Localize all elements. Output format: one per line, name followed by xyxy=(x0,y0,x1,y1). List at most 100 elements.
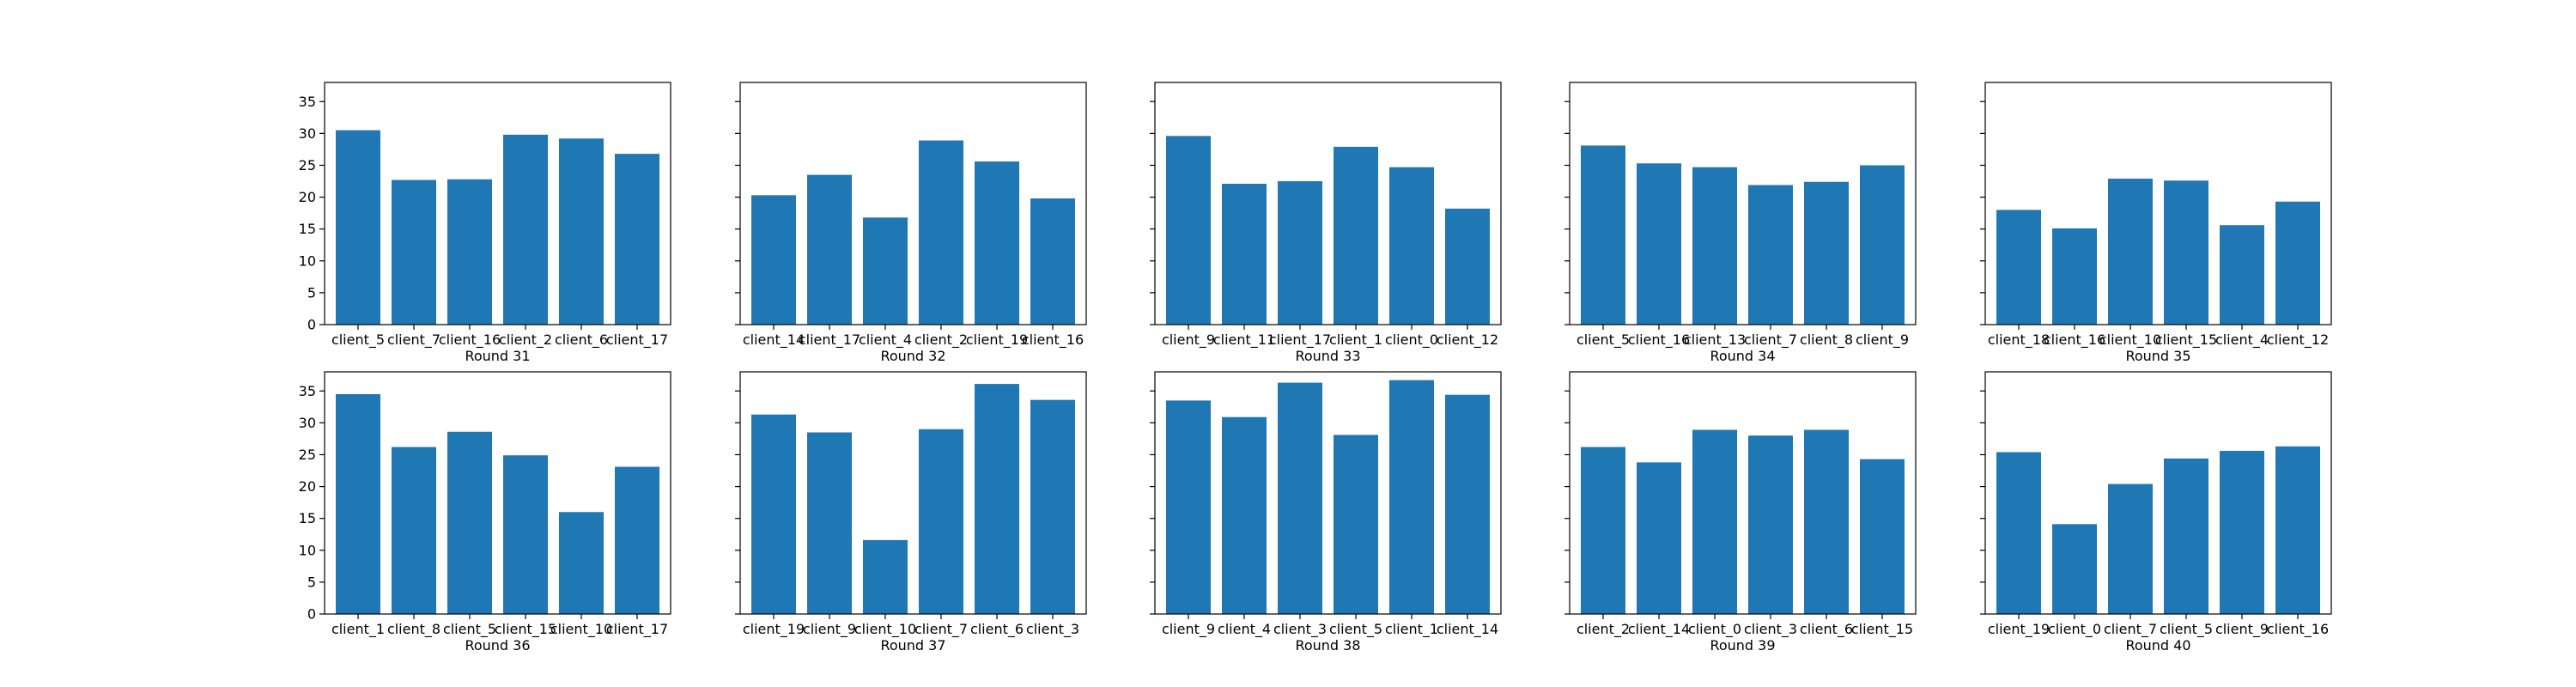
bar-client_8 xyxy=(1804,181,1849,325)
x-axis-label: Round 34 xyxy=(1710,348,1775,364)
x-tick-label: client_8 xyxy=(1800,331,1853,349)
bar-client_3 xyxy=(1278,382,1322,614)
y-tick-label: 10 xyxy=(299,252,316,269)
y-tick-label: 15 xyxy=(299,510,316,526)
x-tick-label: client_2 xyxy=(914,331,968,349)
x-tick-label: client_6 xyxy=(970,621,1024,638)
y-tick-label: 30 xyxy=(299,415,316,431)
y-tick-label: 35 xyxy=(299,383,316,399)
y-tick-label: 5 xyxy=(307,284,316,301)
y-tick-label: 20 xyxy=(299,189,316,205)
x-tick-label: client_14 xyxy=(1628,621,1690,638)
axes-frame xyxy=(739,82,1087,325)
bar-client_11 xyxy=(1222,183,1267,325)
bar-client_4 xyxy=(1222,416,1267,614)
x-tick-label: client_19 xyxy=(743,621,805,638)
bar-client_19 xyxy=(751,414,796,614)
bar-client_16 xyxy=(1637,163,1681,325)
x-tick-label: client_10 xyxy=(550,621,612,638)
y-tick-label: 10 xyxy=(299,542,316,558)
y-tick-label: 25 xyxy=(299,447,316,463)
x-tick-label: client_7 xyxy=(387,331,440,349)
bar-client_0 xyxy=(1389,167,1434,325)
bar-client_7 xyxy=(919,429,963,614)
bar-client_5 xyxy=(336,130,380,325)
bar-client_19 xyxy=(1996,452,2041,614)
x-axis-label: Round 39 xyxy=(1710,637,1775,654)
y-tick-label: 35 xyxy=(299,94,316,110)
bar-client_10 xyxy=(559,512,604,614)
axes-frame xyxy=(1154,371,1502,615)
x-tick-label: client_9 xyxy=(1162,331,1215,349)
axes-frame xyxy=(324,371,671,615)
x-axis-label: Round 32 xyxy=(880,348,945,364)
axes-frame xyxy=(1984,82,2332,325)
bar-client_9 xyxy=(2220,451,2264,614)
bar-client_5 xyxy=(447,431,492,614)
bar-client_18 xyxy=(1996,210,2041,325)
x-tick-label: client_1 xyxy=(331,621,385,638)
x-tick-label: client_3 xyxy=(1744,621,1797,638)
bar-client_14 xyxy=(1637,462,1681,614)
bar-client_3 xyxy=(1748,435,1793,614)
bar-client_5 xyxy=(1581,145,1625,325)
x-tick-label: client_5 xyxy=(331,331,385,349)
x-tick-label: client_4 xyxy=(2215,331,2269,349)
x-axis-label: Round 31 xyxy=(465,348,530,364)
x-tick-label: client_12 xyxy=(2267,331,2329,349)
x-tick-label: client_18 xyxy=(1988,331,2050,349)
y-tick-label: 30 xyxy=(299,125,316,142)
bar-client_17 xyxy=(1278,181,1322,325)
y-tick-label: 15 xyxy=(299,221,316,237)
bar-client_17 xyxy=(807,174,852,325)
x-tick-label: client_6 xyxy=(1800,621,1853,638)
bar-client_6 xyxy=(559,138,604,325)
x-axis-label: Round 35 xyxy=(2125,348,2190,364)
y-tick-label: 20 xyxy=(299,478,316,495)
x-axis-label: Round 38 xyxy=(1295,637,1360,654)
x-tick-label: client_0 xyxy=(1688,621,1741,638)
x-tick-label: client_7 xyxy=(914,621,968,638)
bar-client_15 xyxy=(503,455,548,614)
bar-client_1 xyxy=(1334,146,1378,325)
bar-client_0 xyxy=(2052,524,2097,614)
bar-client_6 xyxy=(975,384,1019,614)
x-tick-label: client_9 xyxy=(803,621,856,638)
bar-client_9 xyxy=(1166,136,1211,325)
y-tick-label: 0 xyxy=(307,317,316,333)
subplot-5: client_18client_16client_10client_15clie… xyxy=(1980,82,2332,364)
axes-frame xyxy=(1569,82,1917,325)
x-tick-label: client_2 xyxy=(499,331,552,349)
bar-client_2 xyxy=(503,134,548,325)
axes-frame xyxy=(1984,371,2332,615)
bar-client_9 xyxy=(1860,165,1905,325)
bar-client_15 xyxy=(2164,180,2208,325)
x-tick-label: client_17 xyxy=(1269,331,1331,349)
x-tick-label: client_9 xyxy=(1162,621,1215,638)
x-axis-label: Round 36 xyxy=(465,637,530,654)
x-tick-label: client_10 xyxy=(2099,331,2161,349)
bar-client_2 xyxy=(919,140,963,325)
x-tick-label: client_16 xyxy=(2267,621,2329,638)
bar-client_6 xyxy=(1804,429,1849,614)
axes-frame xyxy=(1154,82,1502,325)
x-tick-label: client_15 xyxy=(1851,621,1913,638)
x-tick-label: client_3 xyxy=(1273,621,1327,638)
bar-client_12 xyxy=(1445,208,1490,325)
x-tick-label: client_9 xyxy=(2215,621,2269,638)
bar-client_4 xyxy=(863,217,908,325)
x-tick-label: client_4 xyxy=(1218,621,1271,638)
x-tick-label: client_1 xyxy=(1385,621,1438,638)
x-tick-label: client_15 xyxy=(495,621,556,638)
x-tick-label: client_9 xyxy=(1856,331,1909,349)
x-tick-label: client_16 xyxy=(1628,331,1690,349)
x-tick-label: client_7 xyxy=(2104,621,2157,638)
x-tick-label: client_16 xyxy=(2044,331,2105,349)
bar-client_10 xyxy=(863,539,908,614)
x-tick-label: client_8 xyxy=(387,621,440,638)
bar-client_10 xyxy=(2108,179,2153,325)
